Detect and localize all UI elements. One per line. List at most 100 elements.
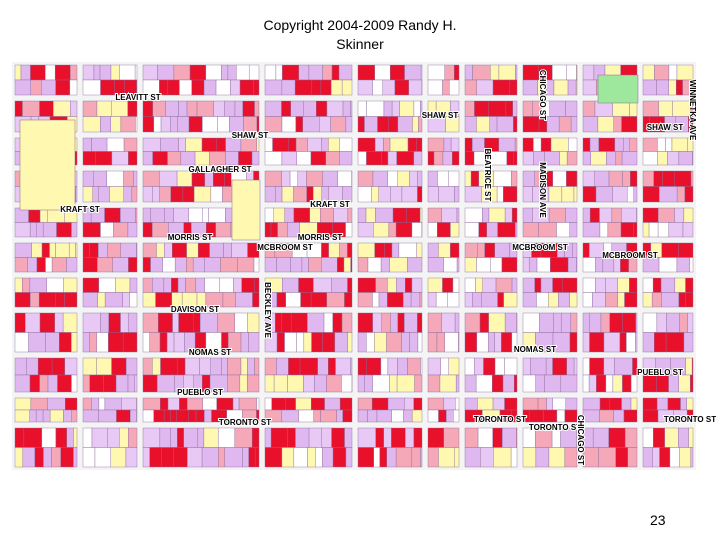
parcel: [391, 100, 400, 117]
parcel: [357, 186, 372, 203]
parcel: [582, 116, 599, 133]
parcel: [629, 100, 638, 117]
parcel: [300, 292, 312, 308]
parcel: [388, 222, 397, 238]
parcel: [179, 79, 193, 96]
parcel: [464, 242, 478, 258]
parcel: [100, 312, 110, 333]
parcel: [621, 207, 637, 223]
parcel: [276, 357, 289, 376]
parcel: [522, 374, 536, 393]
parcel: [454, 397, 460, 411]
parcel: [218, 447, 226, 468]
parcel: [100, 222, 114, 238]
parcel: [513, 151, 518, 166]
parcel: [675, 79, 683, 96]
parcel: [357, 409, 368, 423]
parcel: [107, 242, 121, 258]
street-label: SHAW ST: [422, 111, 459, 120]
parcel: [455, 374, 460, 393]
school-lot: [19, 119, 76, 211]
parcel: [566, 151, 578, 166]
parcel: [407, 257, 423, 273]
parcel: [82, 100, 98, 117]
parcel: [679, 447, 691, 468]
parcel: [82, 186, 93, 203]
parcel: [158, 312, 173, 333]
parcel: [476, 257, 491, 273]
parcel: [522, 292, 537, 308]
parcel: [561, 186, 575, 203]
parcel: [248, 332, 260, 353]
parcel: [110, 447, 127, 468]
parcel: [308, 257, 322, 273]
parcel: [209, 151, 226, 166]
parcel: [60, 447, 74, 468]
parcel: [447, 292, 460, 308]
parcel: [456, 207, 460, 223]
parcel: [475, 374, 493, 393]
parcel: [511, 277, 518, 293]
parcel: [293, 186, 307, 203]
parcel: [186, 242, 199, 258]
parcel: [232, 397, 240, 411]
parcel: [642, 137, 658, 152]
parcel: [657, 207, 675, 223]
parcel: [611, 207, 622, 223]
parcel: [159, 170, 178, 187]
parcel: [162, 257, 176, 273]
parcel: [504, 357, 518, 376]
parcel: [376, 409, 392, 423]
parcel: [95, 151, 113, 166]
parcel: [404, 312, 418, 333]
parcel: [295, 137, 308, 152]
parcel: [418, 116, 423, 133]
parcel: [622, 374, 632, 393]
street-label: MORRIS ST: [298, 233, 343, 242]
street-label: CHICAGO ST: [538, 70, 547, 120]
parcel: [29, 277, 47, 293]
parcel: [104, 397, 122, 411]
parcel: [134, 374, 138, 393]
parcel: [82, 409, 99, 423]
parcel: [678, 151, 693, 166]
parcel: [264, 427, 272, 448]
parcel: [666, 312, 680, 333]
parcel: [522, 447, 537, 468]
parcel: [411, 222, 423, 238]
parcel: [387, 170, 398, 187]
parcel: [605, 374, 614, 393]
parcel: [173, 207, 189, 223]
parcel: [565, 397, 578, 411]
parcel: [242, 100, 255, 117]
parcel: [608, 427, 626, 448]
parcel: [567, 79, 577, 96]
parcel: [582, 292, 593, 308]
parcel: [626, 332, 636, 353]
parcel: [437, 170, 449, 187]
parcel: [331, 64, 340, 81]
parcel: [427, 332, 438, 353]
parcel: [546, 116, 560, 133]
parcel: [342, 409, 353, 423]
parcel: [182, 186, 195, 203]
parcel: [100, 116, 111, 133]
parcel: [59, 332, 72, 353]
parcel: [619, 332, 627, 353]
parcel: [264, 151, 283, 166]
parcel: [55, 242, 70, 258]
parcel: [43, 447, 52, 468]
parcel: [273, 374, 288, 393]
parcel: [417, 186, 423, 203]
parcel: [51, 257, 67, 273]
parcel: [404, 397, 415, 411]
parcel: [82, 277, 100, 293]
parcel: [373, 222, 390, 238]
parcel: [667, 151, 680, 166]
parcel: [464, 277, 476, 293]
parcel: [642, 427, 654, 448]
parcel: [552, 397, 567, 411]
parcel: [582, 137, 591, 152]
parcel: [111, 100, 129, 117]
parcel: [609, 397, 622, 411]
